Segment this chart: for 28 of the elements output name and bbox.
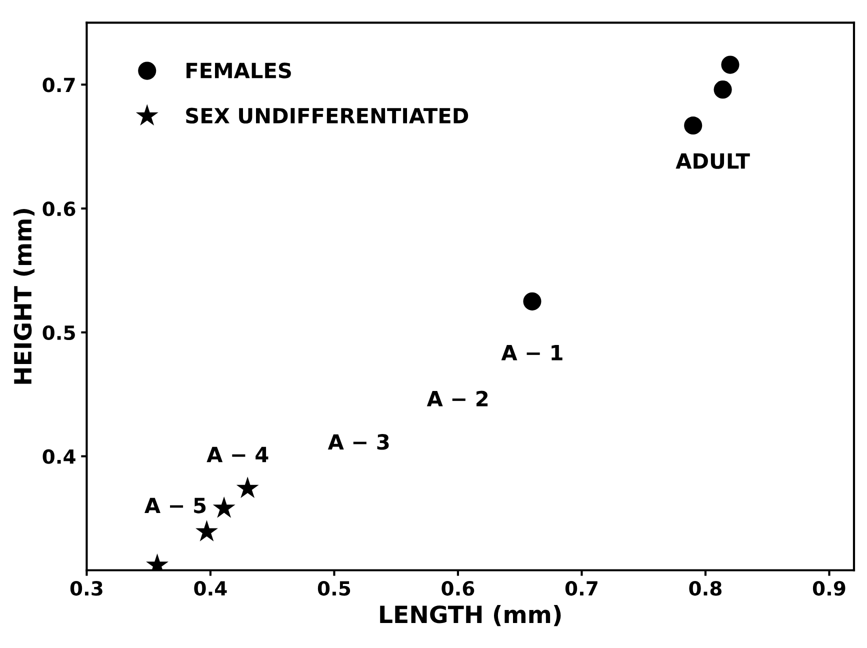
point bbox=[721, 56, 740, 74]
point bbox=[196, 520, 218, 542]
point bbox=[523, 292, 542, 310]
point bbox=[236, 476, 259, 498]
y-tick-label: 0.7 bbox=[42, 78, 75, 92]
annotation: A − 3 bbox=[328, 434, 389, 450]
annotation: A − 5 bbox=[144, 498, 206, 514]
annotation: A − 1 bbox=[501, 345, 562, 360]
y-tick-label: 0.5 bbox=[42, 325, 75, 340]
x-axis-title: LENGTH (mm) bbox=[380, 605, 561, 626]
x-tick-label: 0.6 bbox=[442, 581, 474, 596]
x-tick-label: 0.8 bbox=[689, 581, 722, 596]
x-tick-label: 0.5 bbox=[318, 581, 350, 596]
x-tick-label: 0.9 bbox=[812, 581, 846, 596]
annotation: ADULT bbox=[676, 153, 750, 169]
x-tick-label: 0.7 bbox=[565, 581, 598, 596]
y-axis-title: HEIGHT (mm) bbox=[13, 209, 34, 384]
x-tick-label: 0.4 bbox=[194, 581, 227, 596]
y-tick-label: 0.6 bbox=[42, 201, 76, 216]
annotation: A − 4 bbox=[206, 446, 268, 462]
point bbox=[212, 496, 236, 518]
point bbox=[714, 80, 732, 99]
legend-label: SEX UNDIFFERENTIATED bbox=[186, 108, 468, 124]
y-tick-label: 0.4 bbox=[42, 449, 76, 464]
legend-label: FEMALES bbox=[186, 62, 291, 78]
x-tick-label: 0.3 bbox=[70, 581, 102, 596]
annotation: A − 2 bbox=[426, 390, 488, 406]
point bbox=[684, 116, 702, 135]
